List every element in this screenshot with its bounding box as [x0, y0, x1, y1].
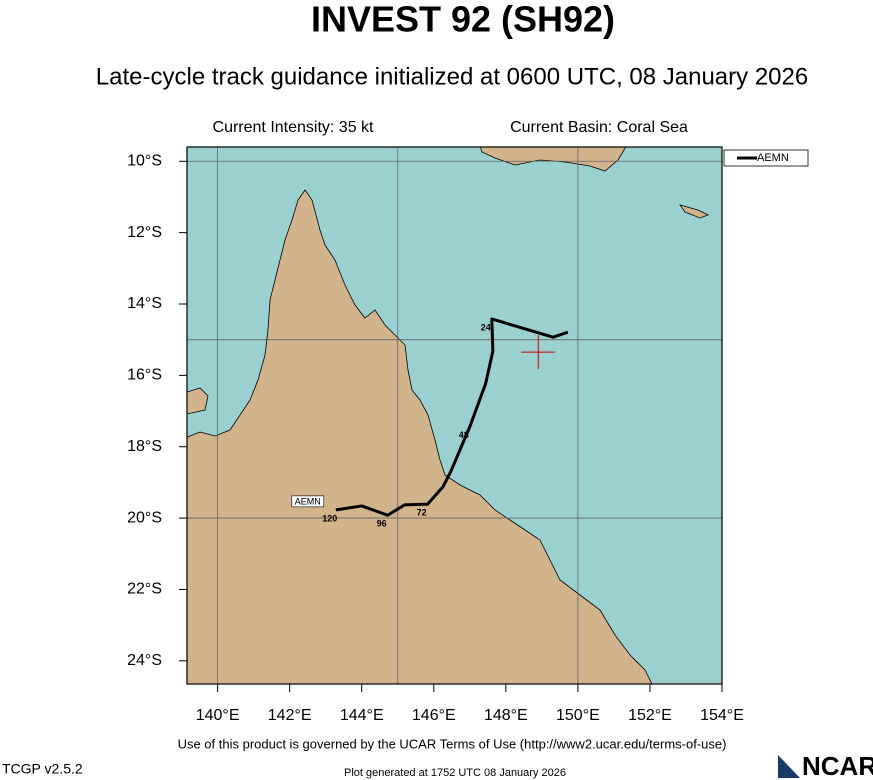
- x-tick-label: 152°E: [628, 707, 672, 724]
- y-tick-label: 22°S: [127, 581, 162, 598]
- island: [679, 204, 709, 219]
- track-label: AEMN: [295, 496, 321, 506]
- chart-title: INVEST 92 (SH92): [311, 0, 615, 40]
- footer: Use of this product is governed by the U…: [178, 736, 727, 751]
- x-tick-label: 144°E: [340, 707, 384, 724]
- chart-subtitle: Late-cycle track guidance initialized at…: [96, 63, 808, 90]
- x-tick-label: 154°E: [700, 707, 744, 724]
- version: TCGP v2.5.2: [2, 761, 83, 777]
- x-tick-label: 150°E: [556, 707, 600, 724]
- y-tick-label: 10°S: [127, 152, 162, 169]
- x-tick-label: 148°E: [484, 707, 528, 724]
- y-tick-label: 16°S: [127, 367, 162, 384]
- y-tick-label: 20°S: [127, 509, 162, 526]
- y-tick-label: 14°S: [127, 295, 162, 312]
- land: [479, 147, 627, 172]
- intensity: Current Intensity: 35 kt: [213, 119, 375, 136]
- legend-box: [723, 149, 809, 167]
- basin: Current Basin: Coral Sea: [510, 119, 688, 136]
- tau-label: 120: [322, 513, 337, 523]
- x-tick-label: 146°E: [412, 707, 456, 724]
- tau-label: 72: [417, 508, 427, 518]
- logo-mark: [778, 755, 800, 778]
- map-frame: [186, 146, 723, 685]
- current-position: [521, 335, 556, 370]
- y-tick-label: 18°S: [127, 438, 162, 455]
- tau-label: 24: [481, 322, 491, 332]
- land: [187, 189, 653, 684]
- y-tick-label: 12°S: [127, 224, 162, 241]
- tau-label: 48: [459, 430, 469, 440]
- y-tick-label: 24°S: [127, 652, 162, 669]
- tau-label: 96: [377, 519, 387, 529]
- track: [335, 317, 569, 517]
- land: [187, 387, 209, 415]
- grid: [187, 147, 722, 684]
- legend-label: AEMN: [757, 152, 789, 164]
- x-tick-label: 142°E: [268, 707, 312, 724]
- logo: NCAR: [802, 751, 873, 780]
- map: [187, 147, 722, 684]
- overlay: 140°E 142°E 144°E 146°E 148°E 150°E 152°E 154°E…: [127, 149, 809, 724]
- generated: Plot generated at 1752 UTC 08 January 20…: [344, 767, 566, 779]
- x-tick-label: 140°E: [196, 707, 240, 724]
- track-label-box: [291, 495, 325, 508]
